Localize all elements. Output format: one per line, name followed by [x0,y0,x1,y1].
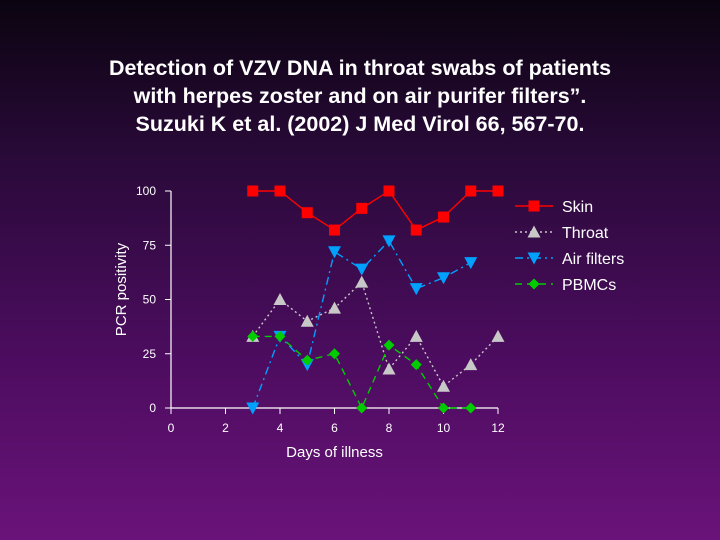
legend-item-air-filters: Air filters [515,251,624,268]
data-point-skin [356,202,368,214]
y-axis-title: PCR positivity [113,242,130,336]
data-point-skin [492,185,504,197]
y-tick-label: 0 [149,401,156,415]
chart-legend: Skin Throat Air filters PBMCs [515,199,624,294]
y-tick-label: 50 [143,293,157,307]
data-point-skin [465,185,477,197]
y-tick-label: 25 [143,347,157,361]
y-tick-label: 100 [136,184,156,198]
x-tick-label: 0 [168,421,175,435]
x-tick-label: 6 [331,421,338,435]
data-point-skin [274,185,286,197]
chart-axes: 0 25 50 75 100 0 2 4 6 8 10 12 [136,184,505,435]
x-axis-title: Days of illness [286,444,383,461]
x-tick-label: 10 [437,421,451,435]
legend-label: PBMCs [562,277,616,294]
legend-marker [527,225,541,238]
legend-label: Skin [562,199,593,216]
data-point-pbmcs [329,348,340,360]
title-line-2: with herpes zoster and on air purifer fi… [133,84,587,108]
data-point-air-filters [355,263,369,276]
data-point-skin [329,224,340,236]
data-point-air-filters [437,272,450,285]
legend-marker [527,252,541,265]
data-point-skin [438,211,449,223]
legend-item-throat: Throat [515,225,609,242]
data-point-throat [409,329,423,342]
legend-marker [528,278,540,290]
series-line-pbmcs [252,335,471,410]
y-tick-label: 75 [143,238,157,252]
data-point-pbmcs [356,402,368,414]
legend-label: Throat [562,225,609,242]
data-point-throat [437,379,450,392]
series-layer [246,185,505,415]
data-point-throat [491,329,505,342]
data-point-throat [355,275,369,288]
legend-item-skin: Skin [515,199,593,216]
data-point-throat [464,358,478,371]
x-tick-label: 2 [222,421,229,435]
data-point-skin [383,185,395,197]
data-point-pbmcs [465,402,477,414]
data-point-skin [247,185,259,197]
series-skin [247,185,504,236]
data-point-pbmcs [410,359,422,371]
series-line-skin [252,190,498,231]
series-line-throat [252,280,499,388]
data-point-pbmcs [301,354,313,366]
data-point-throat [300,314,314,327]
data-point-air-filters [328,246,341,259]
series-pbmcs [247,330,477,414]
chart-title: Detection of VZV DNA in throat swabs of … [0,54,720,138]
data-point-pbmcs [247,330,259,342]
legend-item-pbmcs: PBMCs [515,277,616,294]
data-point-air-filters [382,235,396,248]
data-point-pbmcs [438,402,449,414]
data-point-throat [328,301,341,314]
data-point-throat [382,362,396,375]
legend-marker [528,200,540,212]
data-point-air-filters [409,283,423,296]
data-point-pbmcs [274,330,286,342]
data-point-pbmcs [383,339,395,351]
series-throat [246,275,505,392]
title-line-1: Detection of VZV DNA in throat swabs of … [108,56,612,80]
data-point-skin [410,224,422,236]
x-tick-label: 12 [491,421,505,435]
data-point-skin [301,207,313,219]
title-line-3: Suzuki K et al. (2002) J Med Virol 66, 5… [135,112,585,136]
data-point-air-filters [464,257,478,270]
data-point-throat [273,293,287,305]
data-point-air-filters [246,402,260,415]
legend-label: Air filters [562,251,624,268]
x-tick-label: 4 [277,421,284,435]
x-tick-label: 8 [386,421,393,435]
